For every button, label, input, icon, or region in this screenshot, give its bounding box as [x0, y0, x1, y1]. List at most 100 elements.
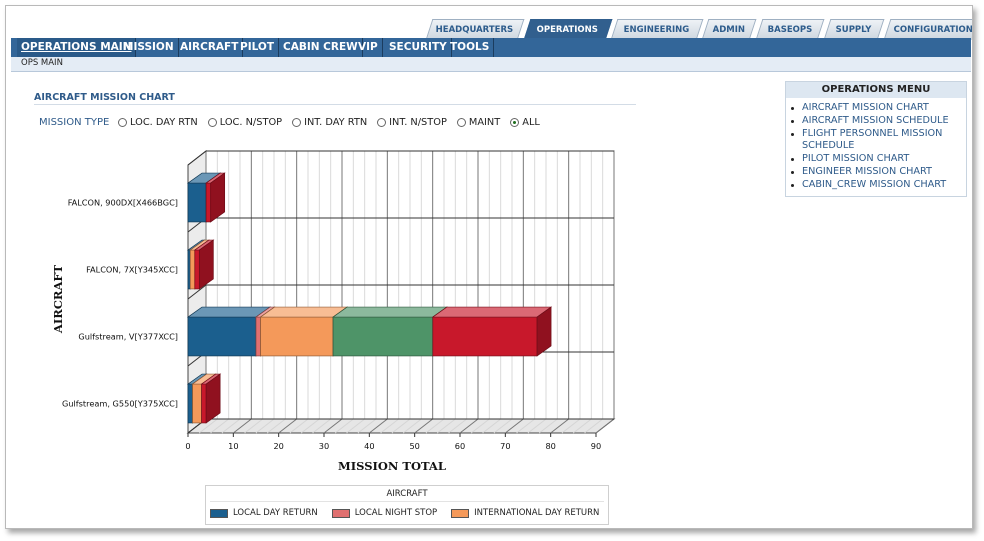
mission-type-radio-group: LOC. DAY RTN LOC. N/STOP INT. DAY RTN IN…: [118, 117, 540, 128]
category-separator-diagonal: [187, 284, 207, 300]
floor-grid-line: [233, 418, 252, 434]
ops-menu-item-engineer-mission-chart[interactable]: ENGINEER MISSION CHART: [791, 166, 966, 179]
floor-grid-line: [244, 418, 263, 434]
floor-grid-line: [448, 418, 467, 434]
radio-maint[interactable]: MAINT: [456, 117, 500, 128]
floor-grid-line: [403, 418, 422, 434]
radio-circle[interactable]: [292, 118, 302, 127]
bar-segment-side: [536, 306, 552, 357]
legend-swatch: [331, 508, 350, 518]
floor-grid-line: [425, 418, 445, 434]
x-tick-label: 0: [185, 441, 190, 451]
floor-grid-line: [312, 418, 331, 434]
floor-grid-line: [493, 418, 513, 434]
nav-tools[interactable]: TOOLS: [446, 38, 495, 57]
legend-swatch: [451, 508, 470, 518]
bar-segment-top: [259, 306, 349, 318]
bar-segment-side: [198, 239, 214, 290]
bar-segment-front: [187, 182, 207, 223]
bar-segment-front: [432, 316, 538, 357]
category-label: Gulfstream, V[Y377XCC]: [78, 332, 178, 342]
floor-grid-line: [584, 418, 603, 434]
ops-menu-item-pilot-mission-chart[interactable]: PILOT MISSION CHART: [791, 153, 966, 166]
legend-divider: [210, 501, 604, 502]
legend-item-local-night-stop: LOCAL NIGHT STOP: [331, 508, 437, 518]
tab-headquarters[interactable]: HEADQUARTERS: [425, 19, 525, 40]
floor-grid-line: [516, 418, 535, 434]
category-label: Gulfstream, G550[Y375XCC]: [62, 399, 178, 409]
nav-security[interactable]: SECURITY: [385, 38, 452, 57]
x-tick-label: 50: [409, 441, 419, 451]
floor-grid-line: [437, 418, 456, 434]
radio-int-n-stop[interactable]: INT. N/STOP: [377, 117, 447, 128]
bar-segment-side: [205, 373, 221, 424]
bar-segment-top: [431, 306, 553, 318]
floor-grid-line: [414, 418, 433, 434]
category-label: FALCON, 7X[Y345XCC]: [86, 265, 178, 275]
x-tick-label: 90: [591, 441, 601, 451]
floor-grid-line: [301, 418, 320, 434]
floor-grid-line: [289, 418, 309, 434]
floor-grid-line: [210, 418, 229, 434]
mission-type-label: MISSION TYPE: [39, 117, 110, 128]
floor-grid-line: [335, 418, 354, 434]
floor-grid-line: [369, 418, 388, 434]
radio-circle[interactable]: [377, 118, 387, 127]
legend-item-international-day-return: INTERNATIONAL DAY RETURN: [451, 508, 599, 518]
legend-item-local-day-return: LOCAL DAY RETURN: [210, 508, 318, 518]
ops-menu-item-aircraft-mission-chart[interactable]: AIRCRAFT MISSION CHART: [791, 102, 966, 115]
x-tick-label: 60: [455, 441, 465, 451]
floor-grid-line: [505, 418, 524, 434]
nav-vip[interactable]: VIP: [354, 38, 383, 57]
floor-grid-line: [471, 418, 490, 434]
x-tick-label: 30: [319, 441, 329, 451]
floor-grid-line: [595, 418, 615, 434]
tab-operations[interactable]: OPERATIONS: [523, 19, 613, 40]
radio-circle-selected[interactable]: [510, 118, 520, 127]
aircraft-mission-chart: FALCON, 900DX[X466BGC] FALCON, 7X[Y345XCC…: [51, 149, 616, 473]
floor-grid-line: [561, 418, 581, 434]
ops-menu-item-aircraft-mission-schedule[interactable]: AIRCRAFT MISSION SCHEDULE: [791, 115, 966, 128]
tab-admin[interactable]: ADMIN: [701, 19, 757, 40]
x-tick-label: 70: [500, 441, 510, 451]
x-tick-label: 80: [545, 441, 555, 451]
category-separator-diagonal: [187, 150, 207, 166]
floor-grid-line: [278, 418, 297, 434]
radio-loc-day-rtn[interactable]: LOC. DAY RTN: [118, 117, 198, 128]
radio-circle[interactable]: [207, 118, 217, 127]
floor-grid-line: [357, 418, 377, 434]
tab-engineering[interactable]: ENGINEERING: [610, 19, 704, 40]
floor-grid-line: [482, 418, 501, 434]
bar-segment-side: [210, 172, 226, 223]
tab-configuration[interactable]: CONFIGURATION: [883, 19, 972, 40]
x-tick-label: 10: [228, 441, 238, 451]
nav-cabin-crew[interactable]: CABIN CREW: [279, 38, 363, 57]
floor-grid-line: [267, 418, 286, 434]
radio-all[interactable]: ALL: [510, 117, 540, 128]
nav-aircraft[interactable]: AIRCRAFT: [176, 38, 244, 57]
breadcrumb: OPS MAIN: [11, 57, 971, 72]
floor-grid-line: [346, 418, 365, 434]
tab-baseops[interactable]: BASEOPS: [755, 19, 825, 40]
floor-grid-line: [573, 418, 592, 434]
nav-pilot[interactable]: PILOT: [236, 38, 280, 57]
bar-segment-front: [332, 316, 434, 357]
x-tick-label: 40: [364, 441, 374, 451]
radio-loc-n-stop[interactable]: LOC. N/STOP: [207, 117, 282, 128]
radio-int-day-rtn[interactable]: INT. DAY RTN: [292, 117, 367, 128]
tab-supply[interactable]: SUPPLY: [823, 19, 885, 40]
title-divider: [34, 104, 636, 105]
floor-grid-line: [221, 418, 241, 434]
nav-operations-main[interactable]: OPERATIONS MAIN: [17, 38, 137, 57]
radio-circle[interactable]: [456, 118, 466, 127]
category-label: FALCON, 900DX[X466BGC]: [68, 198, 178, 208]
operations-menu-title: OPERATIONS MENU: [786, 82, 966, 98]
floor-grid-line: [380, 418, 399, 434]
bar-segment-front: [194, 249, 200, 290]
ops-menu-item-cabin-crew-mission-chart[interactable]: CABIN_CREW MISSION CHART: [791, 179, 966, 192]
main-nav: OPERATIONS MAIN MISSION AIRCRAFT PILOT C…: [11, 38, 971, 57]
ops-menu-item-flight-personnel-mission-schedule[interactable]: FLIGHT PERSONNEL MISSION SCHEDULE: [791, 128, 966, 154]
nav-mission[interactable]: MISSION: [119, 38, 179, 57]
floor-grid-line: [391, 418, 411, 434]
radio-circle[interactable]: [118, 118, 127, 127]
